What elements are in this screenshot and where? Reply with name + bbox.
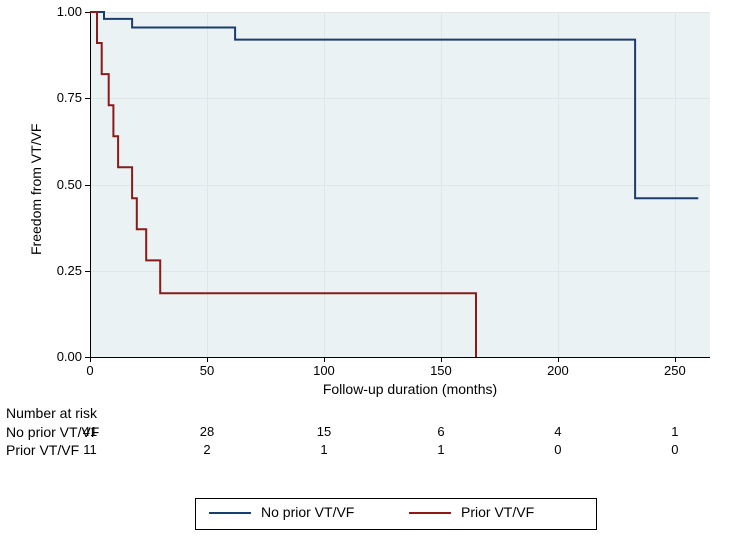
- risk-header: Number at risk: [6, 405, 97, 421]
- legend: [195, 498, 597, 530]
- legend-swatch: [209, 512, 251, 514]
- risk-value: 6: [423, 424, 459, 439]
- risk-value: 2: [189, 442, 225, 457]
- risk-value: 1: [423, 442, 459, 457]
- risk-value: 4: [540, 424, 576, 439]
- risk-value: 11: [72, 442, 108, 457]
- series-svg: [0, 0, 739, 539]
- legend-label: Prior VT/VF: [461, 504, 534, 520]
- series-line: [90, 12, 698, 198]
- series-line: [90, 12, 476, 357]
- risk-value: 1: [657, 424, 693, 439]
- risk-value: 0: [657, 442, 693, 457]
- risk-value: 41: [72, 424, 108, 439]
- risk-value: 28: [189, 424, 225, 439]
- risk-value: 1: [306, 442, 342, 457]
- risk-row-label: Prior VT/VF: [6, 442, 79, 458]
- risk-value: 0: [540, 442, 576, 457]
- risk-value: 15: [306, 424, 342, 439]
- legend-swatch: [409, 512, 451, 514]
- legend-label: No prior VT/VF: [261, 504, 354, 520]
